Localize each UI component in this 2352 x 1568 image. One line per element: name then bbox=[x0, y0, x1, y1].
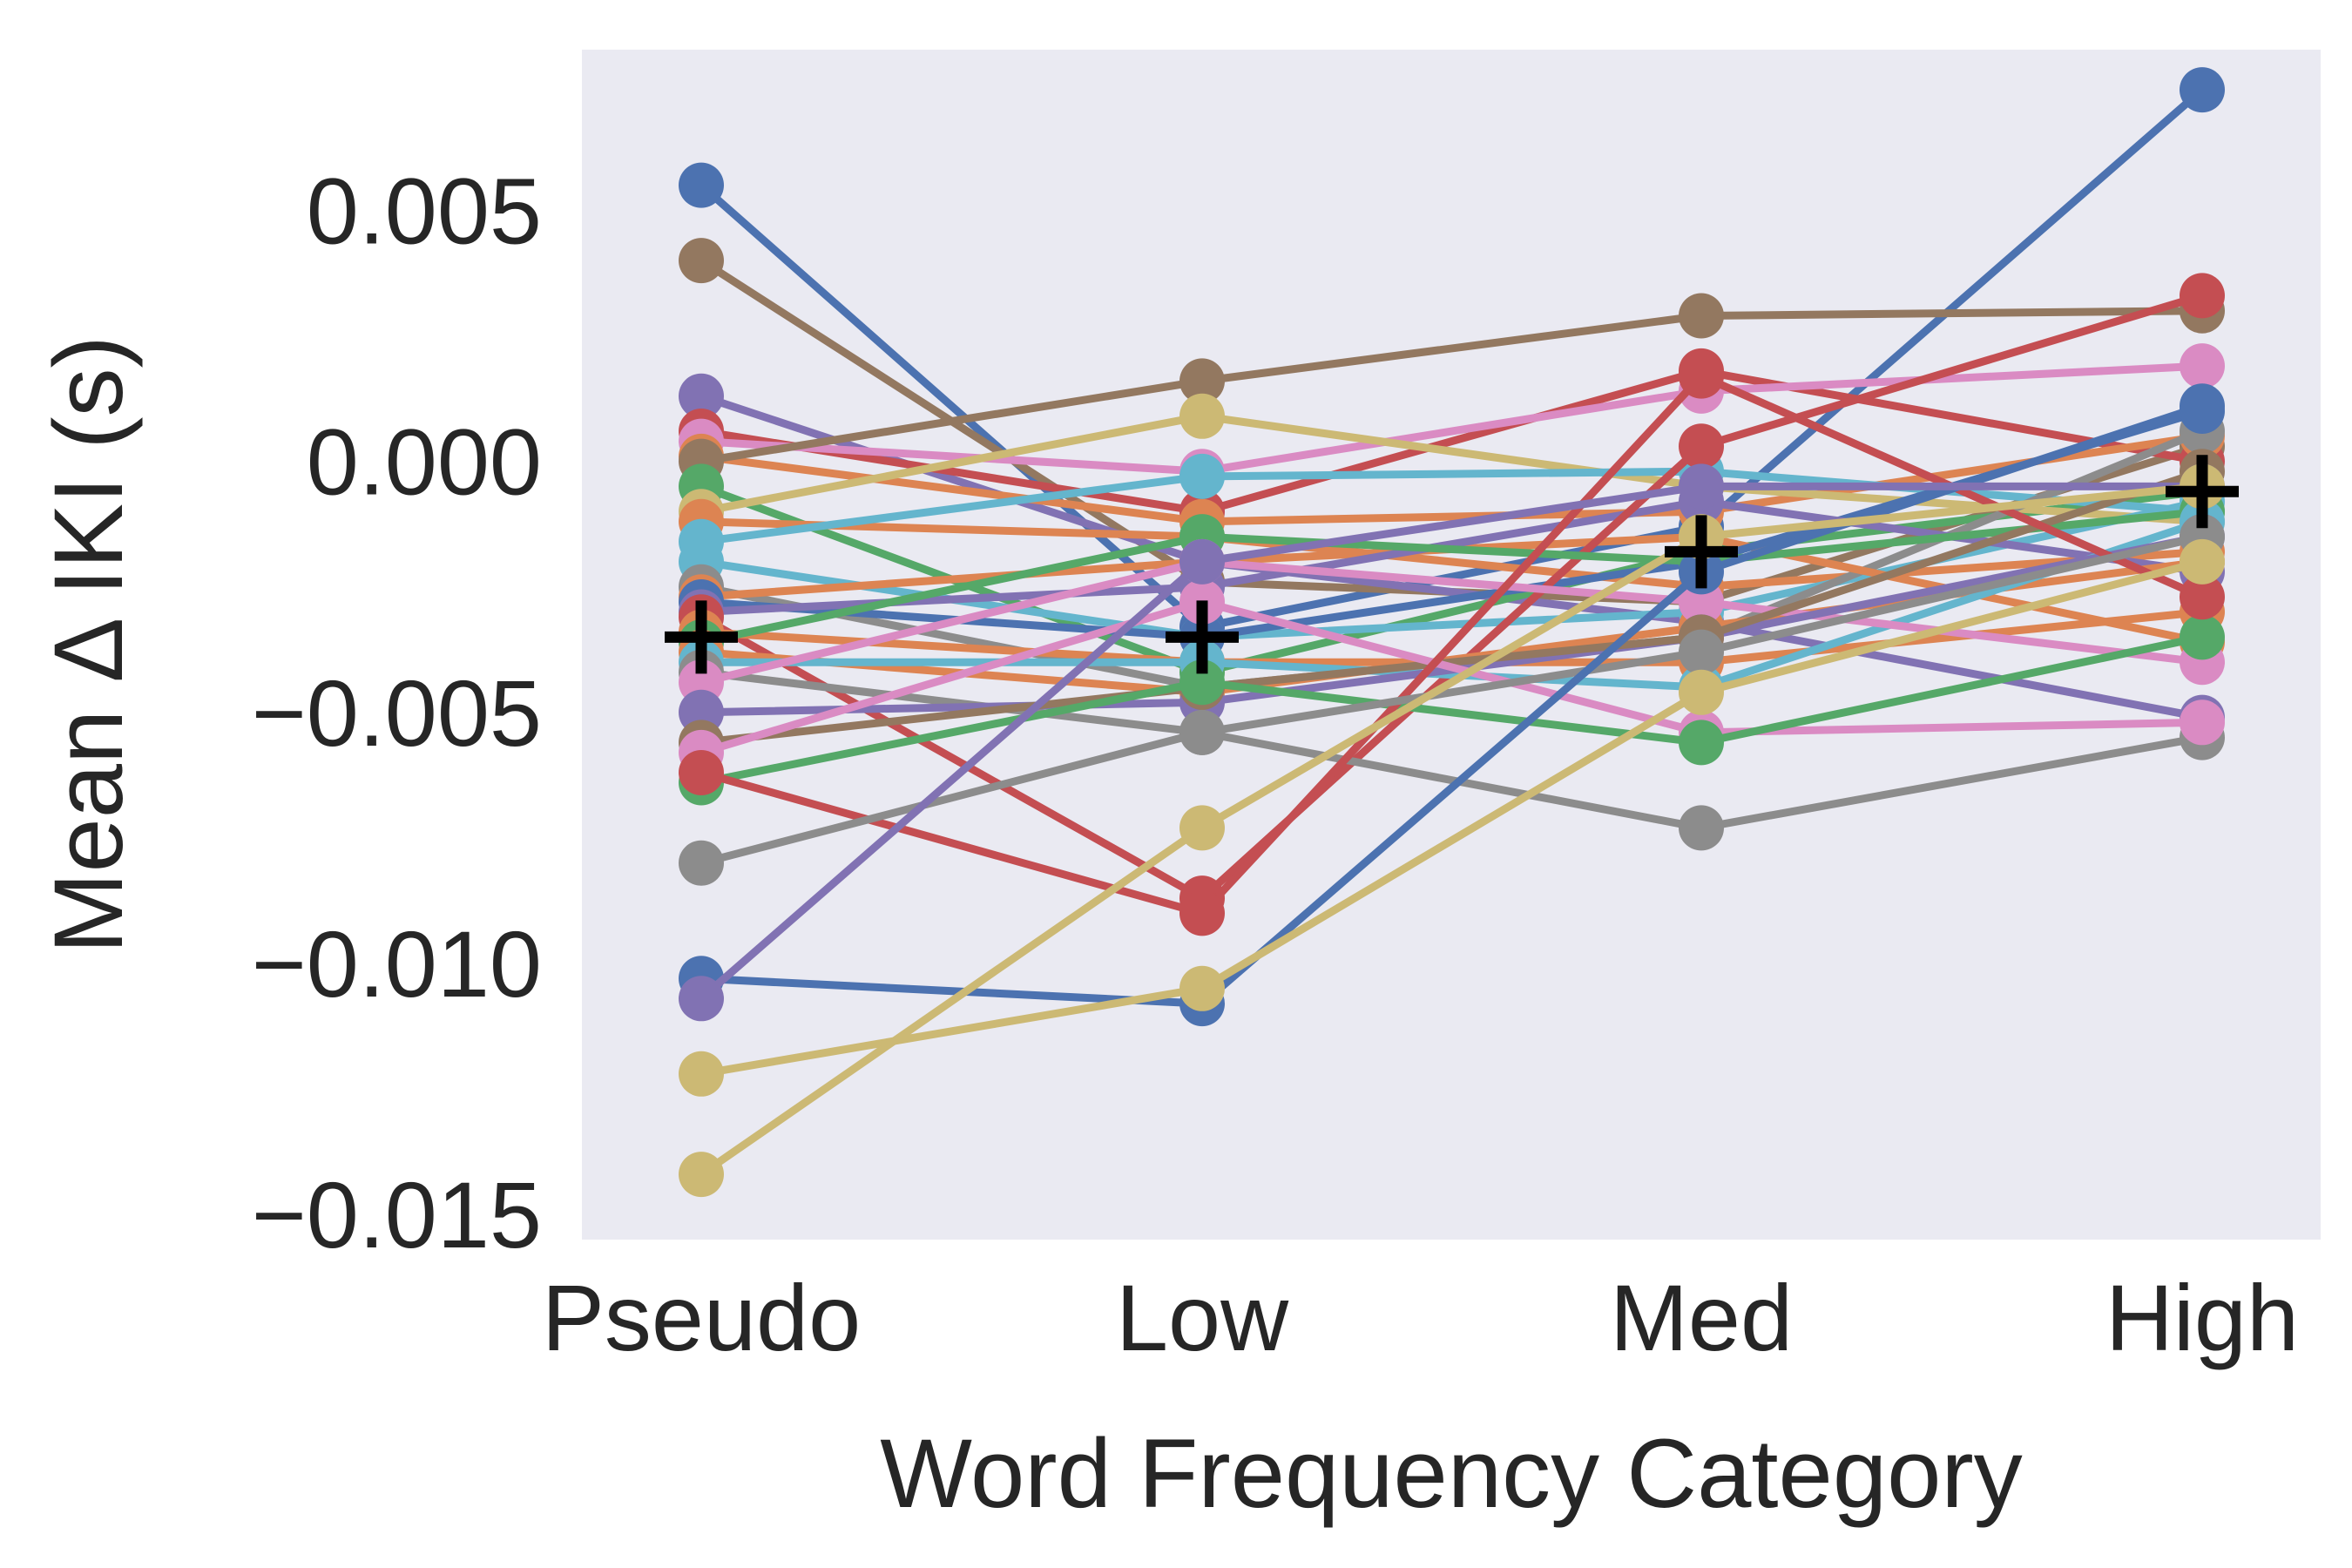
series-point bbox=[1179, 890, 1225, 936]
series-point bbox=[1679, 720, 1724, 766]
series-point bbox=[679, 238, 724, 284]
x-tick-label: Pseudo bbox=[542, 1265, 861, 1370]
series-point bbox=[1179, 965, 1225, 1011]
x-tick-label: Med bbox=[1610, 1265, 1793, 1370]
series bbox=[679, 514, 2225, 886]
series-line bbox=[697, 532, 2207, 868]
series-point bbox=[1679, 423, 1724, 470]
series-point bbox=[2180, 574, 2225, 620]
series-point bbox=[1179, 453, 1225, 499]
series-point bbox=[2180, 273, 2225, 319]
series-line bbox=[697, 482, 2207, 1003]
y-tick-labels: −0.015 −0.010 −0.005 0.000 0.005 bbox=[252, 158, 542, 1267]
series-point bbox=[1679, 353, 1724, 399]
series-layer bbox=[679, 67, 2225, 1198]
series-line bbox=[697, 632, 2207, 787]
series-point bbox=[1679, 293, 1724, 339]
series-line bbox=[697, 507, 2207, 646]
series bbox=[679, 538, 2225, 1097]
series-point bbox=[1179, 805, 1225, 851]
x-tick-label: High bbox=[2105, 1265, 2299, 1370]
y-axis-label: Mean Δ IKI (s) bbox=[34, 335, 143, 954]
series-point bbox=[2180, 67, 2225, 113]
series-point bbox=[2180, 538, 2225, 585]
series-point bbox=[1179, 659, 1225, 706]
series-point bbox=[1179, 393, 1225, 439]
series-line bbox=[697, 307, 2207, 466]
series-line bbox=[697, 85, 2207, 632]
series-line bbox=[697, 412, 2207, 526]
series-point bbox=[679, 840, 724, 886]
series-point bbox=[679, 1051, 724, 1097]
x-tick-labels: Pseudo Low Med High bbox=[542, 1265, 2299, 1370]
y-tick-label: −0.015 bbox=[252, 1162, 542, 1267]
series-point bbox=[1679, 805, 1724, 851]
series-point bbox=[1679, 669, 1724, 715]
series-line bbox=[697, 482, 2207, 1179]
mean-marker bbox=[665, 600, 738, 674]
mean-marker bbox=[1166, 600, 1239, 674]
series-line bbox=[697, 598, 2207, 757]
y-tick-label: −0.010 bbox=[252, 911, 542, 1017]
series-point bbox=[679, 750, 724, 795]
series-point bbox=[679, 976, 724, 1022]
y-tick-label: −0.005 bbox=[252, 660, 542, 766]
series-line bbox=[697, 517, 2207, 591]
series-line bbox=[697, 367, 2207, 516]
series-line bbox=[697, 558, 2207, 1078]
y-tick-label: 0.005 bbox=[307, 158, 542, 263]
series-point bbox=[1179, 709, 1225, 755]
series-line bbox=[697, 558, 2207, 686]
series-line bbox=[697, 467, 2207, 747]
series-point bbox=[679, 162, 724, 208]
x-tick-label: Low bbox=[1116, 1265, 1289, 1370]
series-line bbox=[697, 668, 2207, 832]
x-axis-label: Word Frequency Category bbox=[880, 1419, 2022, 1528]
series-line bbox=[697, 392, 2207, 722]
series-point bbox=[1179, 538, 1225, 585]
series-point bbox=[1179, 358, 1225, 404]
y-tick-label: 0.000 bbox=[307, 409, 542, 515]
series-line bbox=[697, 362, 2207, 476]
series-point bbox=[679, 1152, 724, 1198]
series-point bbox=[1679, 629, 1724, 675]
series bbox=[679, 614, 2225, 806]
series-point bbox=[2180, 700, 2225, 746]
series-point bbox=[1679, 463, 1724, 510]
series-line bbox=[697, 517, 2207, 692]
series-point bbox=[679, 373, 724, 419]
series-line bbox=[697, 432, 2207, 526]
series-point bbox=[2180, 383, 2225, 429]
series-point bbox=[2180, 343, 2225, 389]
mean-markers-layer bbox=[665, 455, 2239, 674]
mean-marker bbox=[2166, 455, 2239, 529]
mean-marker bbox=[1665, 515, 1738, 589]
series-point bbox=[2180, 614, 2225, 660]
